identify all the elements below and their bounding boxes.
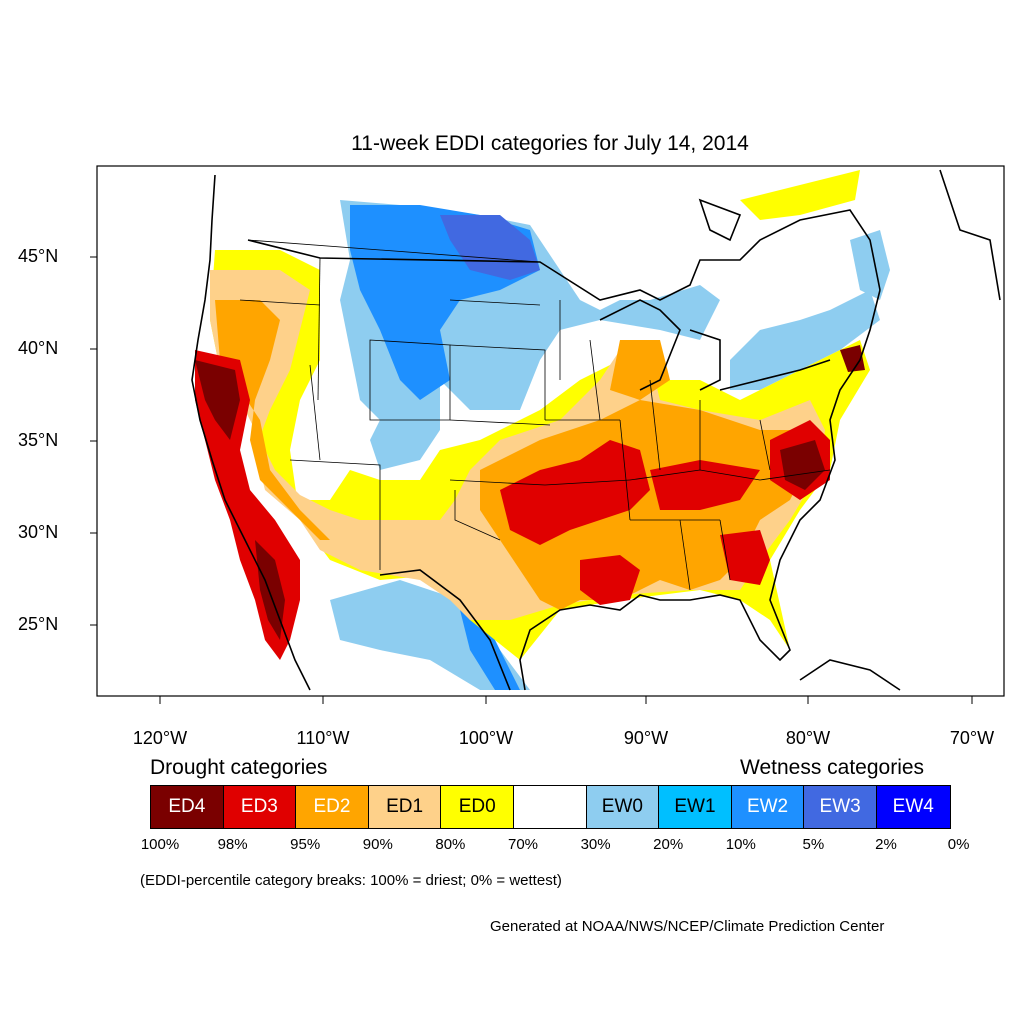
lon-label-80: 80°W — [785, 728, 831, 748]
legend-box-ed1: ED1 — [368, 786, 442, 828]
wet-region-northeast — [730, 290, 880, 390]
legend-box-ed0: ED0 — [441, 786, 514, 828]
wet-region-texas — [460, 610, 520, 690]
dry-ed4-virginia — [780, 440, 825, 490]
map-title: 11-week EDDI categories for July 14, 201… — [351, 132, 749, 155]
lon-label-90: 90°W — [623, 728, 669, 748]
drought-heading: Drought categories — [150, 756, 328, 779]
state-boundaries — [239, 239, 831, 591]
percent-label: 90% — [362, 836, 393, 853]
lat-label-45: 45°N — [18, 246, 59, 266]
dry-ed0-upper — [740, 170, 860, 220]
dry-ed3-south — [580, 555, 640, 605]
percent-label: 95% — [290, 836, 321, 853]
lat-label-30: 30°N — [18, 522, 59, 542]
wet-region-strong — [440, 215, 540, 280]
lon-label-100: 100°W — [458, 728, 514, 748]
percent-label: 0% — [947, 836, 970, 853]
percent-label: 80% — [435, 836, 466, 853]
dry-ed2-michigan — [610, 340, 670, 400]
percent-label: 100% — [140, 836, 180, 853]
coastlines — [191, 169, 1001, 691]
lat-label-25: 25°N — [18, 614, 59, 634]
map-frame — [96, 165, 1005, 697]
legend-box-ew3: EW3 — [804, 786, 877, 828]
percent-label: 30% — [580, 836, 611, 853]
dry-ed4-california — [195, 360, 240, 440]
percent-label: 5% — [802, 836, 825, 853]
lon-label-120: 120°W — [132, 728, 188, 748]
legend-box-ew0: EW0 — [586, 786, 660, 828]
wet-region-maine — [850, 230, 890, 300]
legend-box-ew4: EW4 — [876, 786, 950, 828]
map-field — [191, 169, 1001, 691]
category-note: (EDDI-percentile category breaks: 100% =… — [140, 872, 562, 889]
legend-box-ed4: ED4 — [151, 786, 224, 828]
lat-ticks — [90, 256, 97, 626]
lon-label-110: 110°W — [296, 728, 350, 748]
percent-label: 98% — [217, 836, 248, 853]
credit-line: Generated at NOAA/NWS/NCEP/Climate Predi… — [490, 918, 885, 935]
legend-box-ed3: ED3 — [223, 786, 297, 828]
lat-label-40: 40°N — [18, 338, 59, 358]
dry-ed3-plains — [500, 440, 650, 545]
legend-box-ed2: ED2 — [296, 786, 369, 828]
lon-label-70: 70°W — [949, 728, 995, 748]
lon-ticks — [159, 696, 973, 704]
dry-ed4-newengland — [840, 345, 865, 372]
lat-label-35: 35°N — [18, 430, 59, 450]
dry-ed2 — [215, 300, 330, 540]
percent-label: 70% — [507, 836, 539, 853]
legend-colorbar: ED4 ED3 ED2 ED1 ED0 EW0 EW1 EW2 EW3 EW4 — [150, 785, 951, 829]
legend-box-ew2: EW2 — [731, 786, 805, 828]
wetness-heading: Wetness categories — [740, 756, 925, 779]
percent-label: 2% — [875, 836, 897, 853]
dry-ed3-georgia — [720, 530, 770, 585]
percent-label: 10% — [725, 836, 756, 853]
legend-box-neutral — [513, 786, 587, 828]
percent-label: 20% — [653, 836, 684, 853]
dry-ed3-ohio — [650, 460, 760, 510]
legend-box-ew1: EW1 — [659, 786, 732, 828]
